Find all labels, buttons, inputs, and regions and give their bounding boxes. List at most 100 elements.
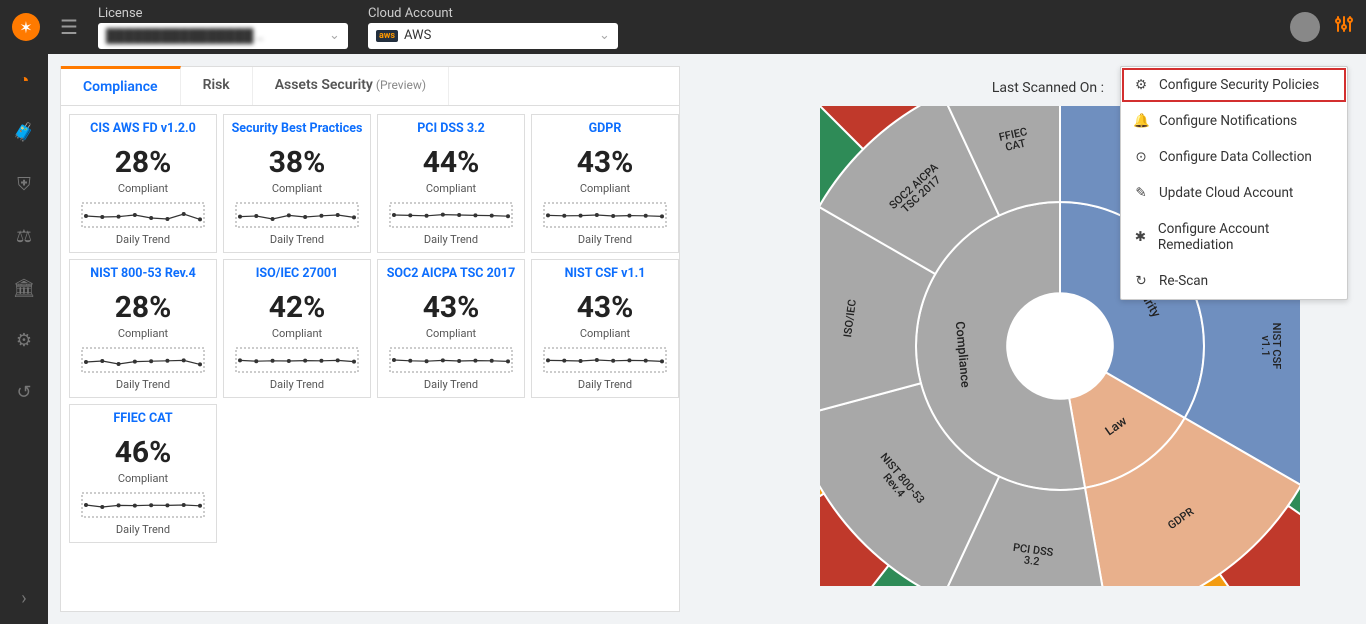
card-title: SOC2 AICPA TSC 2017 <box>387 266 516 284</box>
card-title: ISO/IEC 27001 <box>256 266 338 284</box>
sidebar-gear-icon[interactable]: ⚙ <box>8 324 40 356</box>
sparkline <box>232 346 362 374</box>
menu-icon: ⊙ <box>1133 149 1149 165</box>
compliance-card[interactable]: CIS AWS FD v1.2.028%CompliantDaily Trend <box>69 114 217 253</box>
tab-risk[interactable]: Risk <box>181 67 253 105</box>
license-value: ████████████████ .. <box>106 28 263 44</box>
license-label: License <box>98 6 348 21</box>
card-sublabel: Compliant <box>426 182 476 195</box>
last-scanned-label: Last Scanned On : <box>992 80 1104 96</box>
compliance-card[interactable]: NIST 800-53 Rev.4 28% Compliant Daily Trend <box>69 259 217 398</box>
menu-icon: ⚙ <box>1133 77 1149 93</box>
card-title: PCI DSS 3.2 <box>417 121 485 139</box>
hamburger-icon[interactable]: ☰ <box>60 15 78 39</box>
sparkline <box>540 201 670 229</box>
compliance-card[interactable]: Security Best Practices 38% Compliant Daily… <box>223 114 371 253</box>
chevron-down-icon: ⌄ <box>599 28 610 43</box>
card-trend-label: Daily Trend <box>270 233 324 246</box>
card-percentage: 43% <box>577 145 634 180</box>
sparkline <box>78 346 208 374</box>
sparkline <box>78 491 208 519</box>
avatar[interactable] <box>1290 12 1320 42</box>
chevron-down-icon: ⌄ <box>329 28 340 43</box>
sidebar-shield-icon[interactable]: ⛨ <box>8 168 40 200</box>
card-title: Security Best Practices <box>232 121 363 139</box>
compliance-card[interactable]: GDPR 43% Compliant Daily Trend <box>531 114 679 253</box>
card-trend-label: Daily Trend <box>424 233 478 246</box>
compliance-card[interactable]: NIST CSF v1.1 43% Compliant Daily Trend <box>531 259 679 398</box>
tabs-container: ComplianceRiskAssets Security (Preview) … <box>60 66 680 612</box>
cloud-account-dropdown[interactable]: aws AWS ⌄ <box>368 23 618 49</box>
card-percentage: 43% <box>577 290 634 325</box>
tab-assets-security[interactable]: Assets Security (Preview) <box>253 67 449 105</box>
card-sublabel: Compliant <box>272 327 322 340</box>
license-field: License ████████████████ .. ⌄ <box>98 6 348 49</box>
sidebar-gavel-icon[interactable]: ⚖ <box>8 220 40 252</box>
card-percentage: 28% <box>115 290 172 325</box>
menu-icon: ✎ <box>1133 185 1149 201</box>
card-sublabel: Compliant <box>118 327 168 340</box>
sparkline <box>386 346 516 374</box>
settings-item-configure-notifications[interactable]: 🔔 Configure Notifications <box>1121 103 1347 139</box>
menu-label: Configure Data Collection <box>1159 149 1312 165</box>
compliance-cards: CIS AWS FD v1.2.028%CompliantDaily Trend… <box>69 114 671 543</box>
sparkline <box>78 201 208 229</box>
menu-icon: ✱ <box>1133 229 1148 245</box>
card-title: FFIEC CAT <box>113 411 172 429</box>
compliance-card[interactable]: SOC2 AICPA TSC 201743%CompliantDaily Tre… <box>377 259 525 398</box>
settings-item-configure-data-collection[interactable]: ⊙ Configure Data Collection <box>1121 139 1347 175</box>
sparkline <box>232 201 362 229</box>
card-trend-label: Daily Trend <box>116 523 170 536</box>
card-percentage: 42% <box>269 290 326 325</box>
menu-label: Update Cloud Account <box>1159 185 1293 201</box>
sidebar-briefcase-icon[interactable]: 🧳 <box>8 116 40 148</box>
settings-sliders-icon[interactable] <box>1334 14 1354 40</box>
compliance-card[interactable]: FFIEC CAT 46% Compliant Daily Trend <box>69 404 217 543</box>
tab-compliance[interactable]: Compliance <box>61 66 181 105</box>
sparkline <box>386 201 516 229</box>
card-sublabel: Compliant <box>118 472 168 485</box>
menu-label: Configure Notifications <box>1159 113 1297 129</box>
settings-item-configure-account-remediation[interactable]: ✱ Configure Account Remediation <box>1121 211 1347 263</box>
settings-item-configure-security-policies[interactable]: ⚙ Configure Security Policies <box>1121 67 1347 103</box>
card-sublabel: Compliant <box>580 182 630 195</box>
card-percentage: 28% <box>115 145 172 180</box>
card-title: NIST 800-53 Rev.4 <box>90 266 196 284</box>
card-title: GDPR <box>589 121 622 139</box>
compliance-card[interactable]: ISO/IEC 2700142%CompliantDaily Trend <box>223 259 371 398</box>
right-panel: Last Scanned On : SecurityLawComplianceC… <box>700 66 1354 612</box>
menu-icon: ↻ <box>1133 273 1149 289</box>
menu-icon: 🔔 <box>1133 113 1149 129</box>
card-trend-label: Daily Trend <box>116 378 170 391</box>
card-trend-label: Daily Trend <box>578 233 632 246</box>
card-trend-label: Daily Trend <box>116 233 170 246</box>
license-dropdown[interactable]: ████████████████ .. ⌄ <box>98 23 348 49</box>
card-percentage: 38% <box>269 145 326 180</box>
menu-label: Configure Account Remediation <box>1158 221 1335 253</box>
card-sublabel: Compliant <box>580 327 630 340</box>
card-trend-label: Daily Trend <box>578 378 632 391</box>
sidebar-expand-icon[interactable]: › <box>8 582 40 614</box>
logo-icon: ✶ <box>12 13 40 41</box>
card-sublabel: Compliant <box>118 182 168 195</box>
menu-label: Configure Security Policies <box>1159 77 1319 93</box>
settings-item-re-scan[interactable]: ↻ Re-Scan <box>1121 263 1347 299</box>
card-percentage: 43% <box>423 290 480 325</box>
cloud-account-field: Cloud Account awsAWS ⌄ <box>368 6 618 49</box>
sidebar-institution-icon[interactable]: 🏛 <box>8 272 40 304</box>
cloud-account-value: AWS <box>404 28 431 43</box>
sidebar: ◔ 🧳 ⛨ ⚖ 🏛 ⚙ ↺ › <box>0 54 48 624</box>
card-percentage: 44% <box>423 145 480 180</box>
sidebar-history-icon[interactable]: ↺ <box>8 376 40 408</box>
menu-label: Re-Scan <box>1159 273 1208 289</box>
aws-icon: aws <box>376 30 398 42</box>
sidebar-dashboard-icon[interactable]: ◔ <box>8 64 40 96</box>
card-percentage: 46% <box>115 435 172 470</box>
card-sublabel: Compliant <box>272 182 322 195</box>
card-title: NIST CSF v1.1 <box>565 266 646 284</box>
card-trend-label: Daily Trend <box>424 378 478 391</box>
settings-menu: ⚙ Configure Security Policies 🔔 Configure N… <box>1120 66 1348 300</box>
compliance-card[interactable]: PCI DSS 3.2 44% Compliant Daily Trend <box>377 114 525 253</box>
settings-item-update-cloud-account[interactable]: ✎ Update Cloud Account <box>1121 175 1347 211</box>
sparkline <box>540 346 670 374</box>
